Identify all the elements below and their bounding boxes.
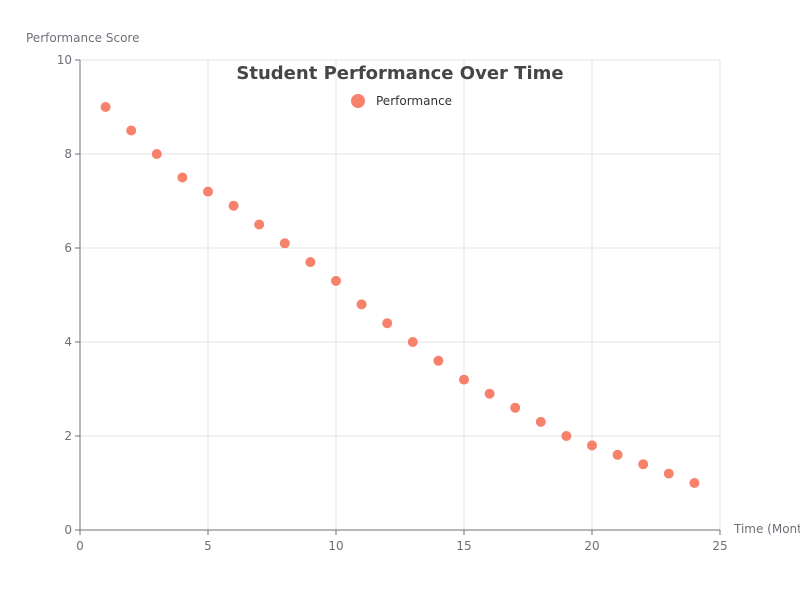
data-point[interactable]	[331, 275, 341, 286]
data-point[interactable]	[151, 149, 162, 159]
chart-title: Student Performance Over Time	[236, 63, 563, 84]
data-point[interactable]	[177, 172, 188, 183]
x-tick-label: 0	[76, 539, 84, 553]
x-tick-label: 10	[328, 539, 343, 553]
data-point[interactable]	[254, 219, 265, 230]
data-point[interactable]	[100, 102, 111, 112]
data-point[interactable]	[228, 200, 239, 211]
data-point[interactable]	[587, 440, 597, 451]
x-tick-label: 5	[204, 539, 212, 553]
grid	[80, 59, 721, 530]
ticks: 0 2 4 6 8 10 0 5 10 15 20 25	[57, 53, 728, 553]
data-point[interactable]	[203, 186, 213, 197]
y-tick-label: 4	[64, 335, 72, 349]
x-tick-label: 25	[712, 539, 727, 553]
data-point[interactable]	[689, 478, 700, 488]
data-points	[100, 102, 700, 488]
legend-label[interactable]: Performance	[376, 94, 452, 108]
axes	[79, 60, 720, 531]
data-point[interactable]	[126, 125, 137, 136]
y-tick-label: 0	[64, 523, 72, 537]
data-point[interactable]	[510, 402, 521, 413]
legend-marker-icon[interactable]	[351, 94, 365, 108]
data-point[interactable]	[484, 388, 495, 399]
data-point[interactable]	[561, 431, 572, 441]
y-tick-label: 6	[64, 241, 72, 255]
y-tick-label: 10	[57, 53, 72, 67]
data-point[interactable]	[356, 299, 367, 310]
data-point[interactable]	[535, 416, 546, 427]
y-tick-label: 8	[64, 147, 72, 161]
x-tick-label: 20	[584, 539, 599, 553]
data-point[interactable]	[407, 337, 418, 347]
y-tick-label: 2	[64, 429, 72, 443]
x-axis-label: Time (Months)	[733, 522, 800, 536]
y-axis-label: Performance Score	[26, 31, 139, 45]
x-tick-label: 15	[456, 539, 471, 553]
data-point[interactable]	[433, 355, 444, 366]
data-point[interactable]	[305, 257, 316, 268]
data-point[interactable]	[382, 318, 393, 329]
data-point[interactable]	[638, 459, 649, 470]
data-point[interactable]	[663, 468, 674, 479]
data-point[interactable]	[279, 238, 290, 249]
legend[interactable]: Performance	[351, 94, 452, 108]
data-point[interactable]	[612, 449, 623, 460]
data-point[interactable]	[459, 374, 469, 385]
